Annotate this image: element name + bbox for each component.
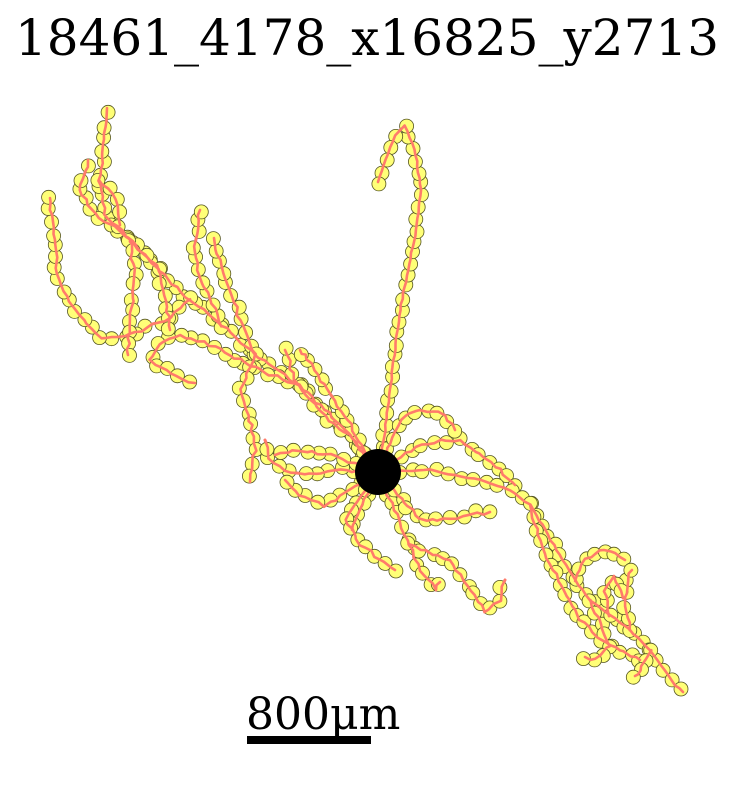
neurite-branch-overlay bbox=[376, 469, 442, 592]
trace-node bbox=[150, 336, 166, 351]
neurite-branch-overlay bbox=[375, 438, 517, 487]
neurite-branch-overlay bbox=[583, 598, 612, 662]
trace-node bbox=[193, 204, 209, 220]
neurite-branch-overlay bbox=[376, 124, 423, 474]
neurite-branch-overlay bbox=[283, 348, 379, 474]
neurite-branch-overlay bbox=[125, 240, 137, 357]
neurite-branch-overlay bbox=[407, 542, 507, 614]
neurite-branch-overlay bbox=[78, 158, 161, 271]
trace-node bbox=[102, 180, 118, 196]
neurite-branch-overlay bbox=[602, 574, 625, 618]
neurite-branch-overlay bbox=[528, 504, 642, 662]
figure-title: 18461_4178_x16825_y2713 bbox=[14, 9, 720, 67]
trace-node bbox=[151, 276, 167, 291]
neurite-branch-overlay bbox=[573, 548, 627, 583]
neurite-branch-overlay bbox=[623, 568, 634, 632]
neurite-branch-overlay bbox=[298, 348, 379, 475]
soma-marker bbox=[355, 449, 401, 495]
trace-node bbox=[284, 366, 300, 382]
scale-bar bbox=[247, 736, 371, 744]
neurite-branch-overlay bbox=[157, 269, 172, 332]
scale-bar-label: 800μm bbox=[246, 689, 401, 740]
trace-node bbox=[616, 600, 632, 615]
trace-node bbox=[100, 104, 116, 120]
neurite-branch-overlay bbox=[97, 106, 380, 474]
neurite-branch-overlay bbox=[192, 208, 223, 328]
neurite-branch-overlay bbox=[239, 352, 258, 484]
neurite-branch-overlay bbox=[48, 196, 192, 340]
neurite-branch-overlay bbox=[376, 468, 685, 694]
neurite-nodes bbox=[40, 104, 689, 697]
neurite-branch-overlay bbox=[212, 236, 258, 356]
neurite-branch-overlay bbox=[148, 333, 302, 388]
neurite-branch-overlay bbox=[633, 648, 653, 678]
trace-node bbox=[122, 347, 137, 363]
trace-node bbox=[399, 118, 415, 134]
neurite-branch-overlay bbox=[97, 178, 122, 227]
trace-node bbox=[41, 189, 56, 205]
trace-node bbox=[438, 435, 454, 451]
trace-node bbox=[429, 405, 445, 421]
